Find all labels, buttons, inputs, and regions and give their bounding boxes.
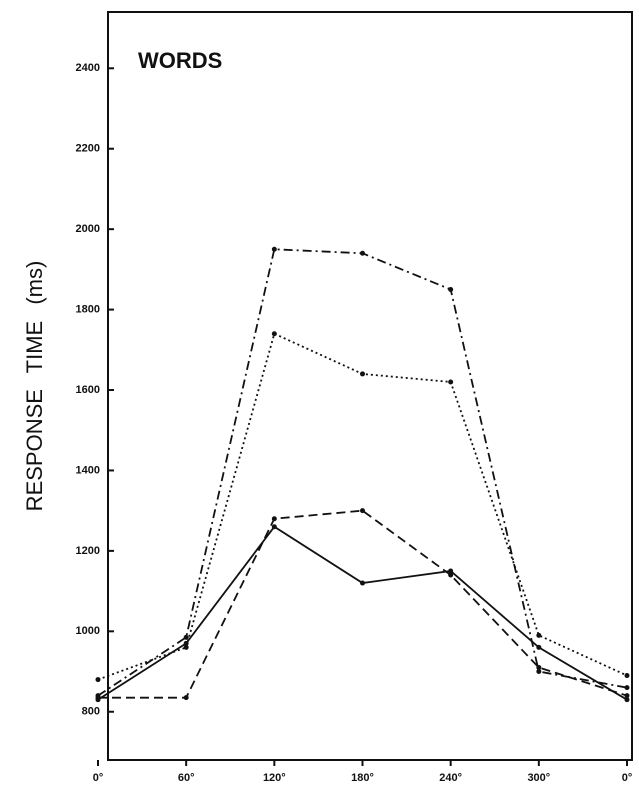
y-tick-label: 1200 bbox=[76, 545, 100, 557]
data-point bbox=[624, 693, 630, 699]
series-line bbox=[97, 248, 628, 697]
y-tick-label: 1800 bbox=[76, 303, 100, 315]
y-tick-label: 2000 bbox=[76, 223, 100, 235]
data-point bbox=[271, 331, 277, 337]
data-point bbox=[448, 572, 454, 578]
data-point bbox=[183, 644, 189, 650]
x-tick-label: 300° bbox=[527, 772, 550, 784]
y-tick-label: 2200 bbox=[76, 143, 100, 155]
x-tick-label: 0° bbox=[622, 772, 633, 784]
data-point bbox=[448, 379, 454, 385]
plot-frame bbox=[107, 11, 633, 761]
data-point bbox=[183, 695, 189, 701]
data-point bbox=[624, 697, 630, 703]
data-point bbox=[624, 673, 630, 679]
data-point bbox=[448, 568, 454, 574]
y-tick-label: 1000 bbox=[76, 625, 100, 637]
data-point bbox=[536, 669, 542, 675]
x-tick-label: 60° bbox=[178, 772, 195, 784]
data-point bbox=[448, 286, 454, 292]
y-tick-label: 800 bbox=[82, 706, 100, 718]
y-tick-label: 1600 bbox=[76, 384, 100, 396]
chart-title: WORDS bbox=[138, 48, 222, 73]
data-point bbox=[360, 371, 365, 377]
data-point bbox=[360, 508, 365, 514]
y-tick-label: 1400 bbox=[76, 464, 100, 476]
x-tick-label: 120° bbox=[263, 772, 286, 784]
data-point bbox=[95, 697, 101, 703]
series-line bbox=[98, 509, 628, 699]
x-tick-label: 0° bbox=[93, 772, 104, 784]
data-point bbox=[95, 677, 101, 683]
x-tick-label: 180° bbox=[351, 772, 374, 784]
x-tick-label: 240° bbox=[439, 772, 462, 784]
y-axis-label: RESPONSE TIME (ms) bbox=[22, 261, 47, 512]
data-point bbox=[624, 685, 630, 691]
data-point bbox=[360, 250, 365, 256]
data-point bbox=[271, 524, 277, 530]
data-point bbox=[536, 632, 542, 638]
data-point bbox=[271, 516, 277, 522]
series-line bbox=[97, 332, 628, 681]
data-point bbox=[536, 665, 542, 671]
data-point bbox=[360, 580, 365, 586]
data-point bbox=[183, 634, 189, 640]
data-point bbox=[183, 640, 189, 646]
data-point bbox=[536, 644, 542, 650]
y-tick-label: 2400 bbox=[76, 62, 100, 74]
data-point bbox=[271, 246, 277, 252]
